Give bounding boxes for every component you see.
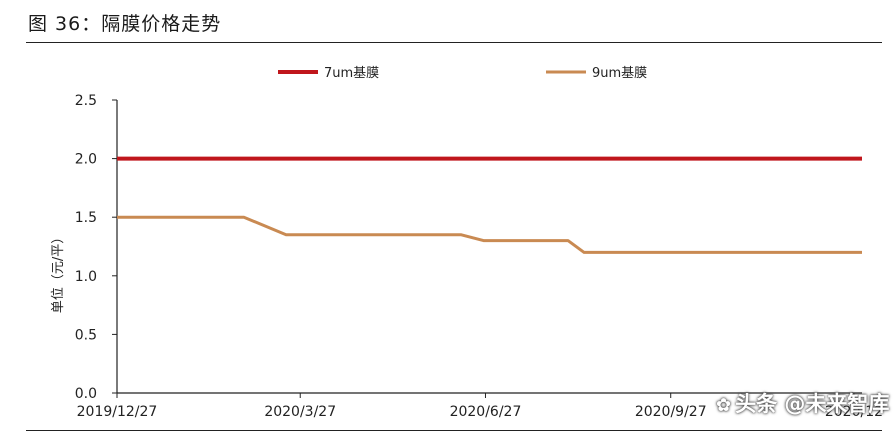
- bottom-rule: [26, 430, 882, 431]
- x-tick-label: 2020/9/27: [635, 404, 707, 420]
- figure-title: 图 36：隔膜价格走势: [28, 13, 222, 35]
- axes: 0.0 0.5 1.0 1.5 2.0 2.5 2019/12/27 2020/3/27 202…: [75, 93, 883, 420]
- wechat-icon: ✿: [716, 395, 732, 416]
- y-tick-label: 1.5: [75, 210, 97, 226]
- y-tick-label: 1.0: [75, 269, 97, 285]
- top-rule: [26, 42, 882, 43]
- y-axis-label: 单位（元/平）: [51, 231, 66, 313]
- series-lines: [117, 156, 862, 254]
- x-tick-label: 2019/12/27: [77, 404, 158, 420]
- x-tick-label: 2020/3/27: [264, 404, 336, 420]
- x-tick-label: 2020/6/27: [450, 404, 522, 420]
- y-tick-label: 0.5: [75, 327, 97, 343]
- y-tick-label: 2.5: [75, 93, 97, 109]
- series-line-2: [117, 215, 862, 254]
- watermark-text: 头条 @未来智库: [735, 392, 890, 416]
- x-tick-label: 2020/12: [825, 404, 883, 420]
- y-tick-label: 2.0: [75, 152, 97, 168]
- legend: 7um基膜 9um基膜: [278, 66, 647, 81]
- watermark: ✿ 头条 @未来智库: [716, 388, 890, 430]
- y-tick-label: 0.0: [75, 386, 97, 402]
- legend-label-2: 9um基膜: [592, 66, 647, 81]
- legend-label-1: 7um基膜: [324, 66, 379, 81]
